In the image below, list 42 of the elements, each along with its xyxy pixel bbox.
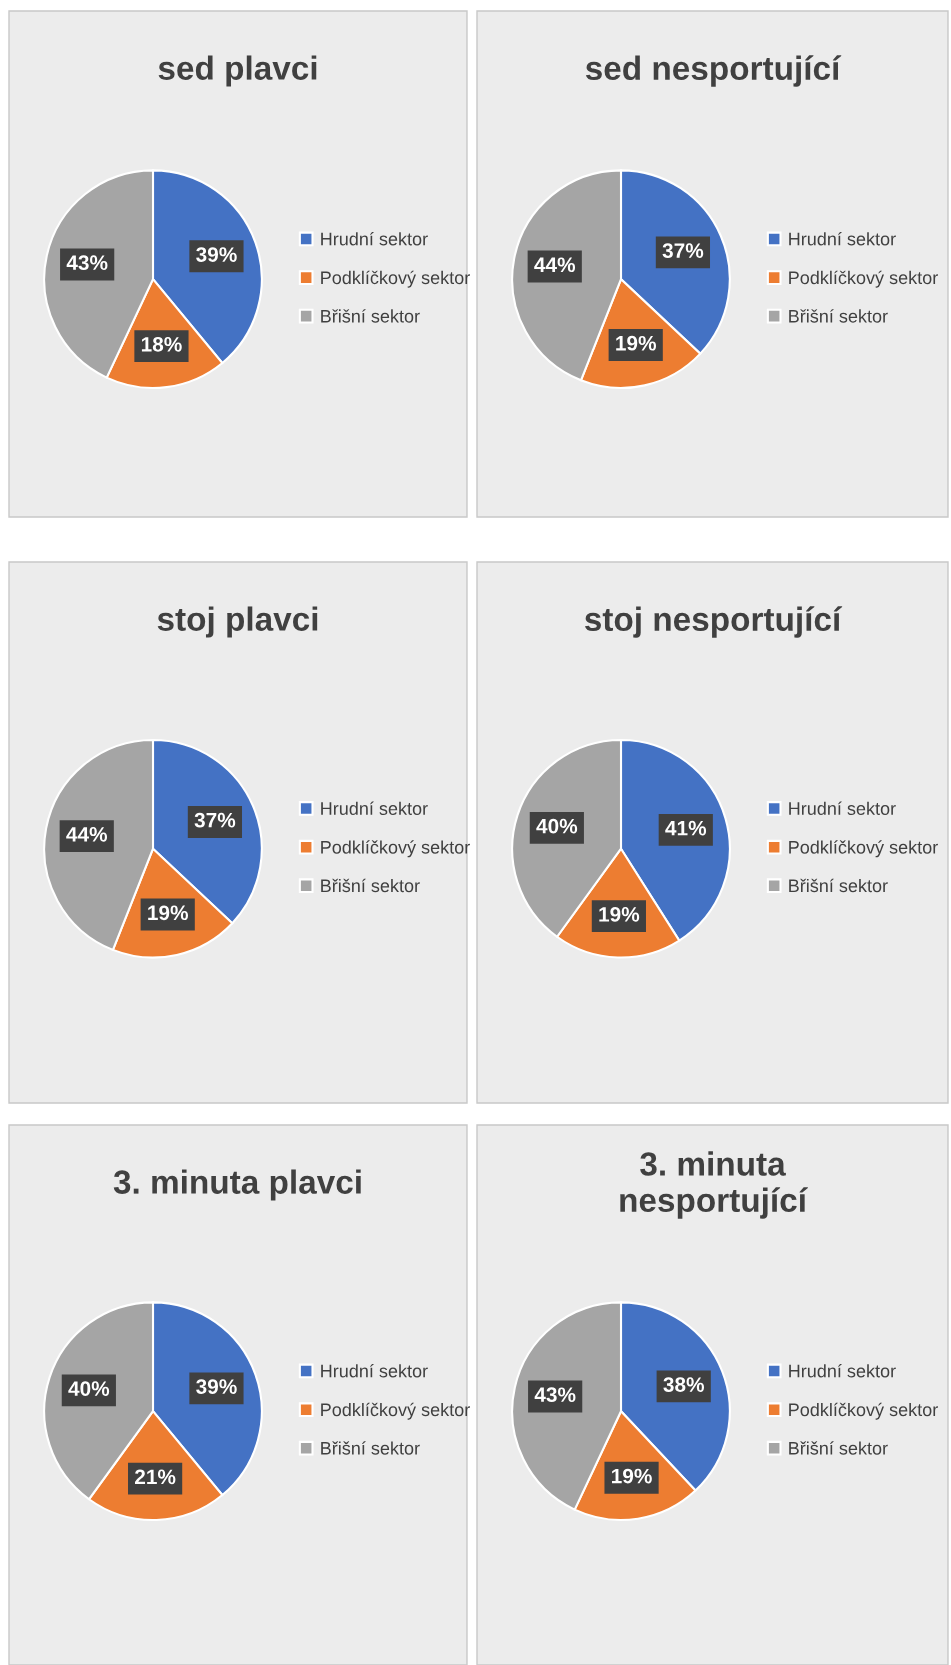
data-label: 39%: [196, 1379, 237, 1394]
legend-label: Hrudní sektor: [321, 231, 428, 246]
legend-label: Hrudní sektor: [321, 801, 428, 815]
chart-title: stoj nesportující: [584, 606, 843, 638]
data-label: 40%: [68, 1381, 110, 1396]
data-label: 40%: [536, 818, 578, 834]
chart-title: sed nesportující: [585, 55, 842, 87]
legend-label: Hrudní sektor: [789, 1363, 896, 1378]
legend-label: Břišní sektor: [789, 878, 888, 893]
data-label: 39%: [196, 247, 237, 262]
legend-label: Břišní sektor: [789, 1441, 888, 1455]
data-label: 19%: [612, 1468, 652, 1484]
legend-label: Podklíčkový sektor: [789, 270, 938, 288]
legend-label: Podklíčkový sektor: [321, 840, 470, 858]
data-label: 21%: [134, 1469, 176, 1485]
data-label: 37%: [194, 812, 236, 828]
data-label: 43%: [534, 1387, 576, 1403]
legend-label: Hrudní sektor: [321, 1363, 428, 1378]
legend-label: Podklíčkový sektor: [789, 1402, 938, 1420]
legend-label: Podklíčkový sektor: [321, 270, 470, 288]
legend-label: Břišní sektor: [321, 1441, 420, 1455]
data-label: 38%: [663, 1377, 705, 1392]
chart-title: 3. minuta plavci: [113, 1169, 361, 1201]
legend-label: Hrudní sektor: [789, 231, 896, 246]
data-label: 44%: [534, 257, 576, 273]
data-label: 18%: [141, 336, 182, 352]
data-label: 44%: [66, 826, 108, 842]
data-label: 37%: [662, 243, 704, 259]
chart-title: stoj plavci: [157, 606, 318, 638]
chart-title: 3. minuta nesportující: [620, 1151, 808, 1219]
legend-label: Hrudní sektor: [789, 801, 896, 815]
data-label: 19%: [148, 905, 189, 921]
chart-title: sed plavci: [158, 55, 317, 87]
legend-label: Podklíčkový sektor: [789, 840, 938, 858]
data-label: 19%: [599, 906, 640, 922]
data-label: 19%: [616, 335, 657, 351]
legend-label: Břišní sektor: [789, 309, 888, 323]
legend-label: Břišní sektor: [321, 309, 420, 323]
legend-label: Podklíčkový sektor: [321, 1402, 470, 1420]
legend-label: Břišní sektor: [321, 878, 420, 893]
data-label: 43%: [66, 255, 108, 271]
data-label: 41%: [665, 820, 707, 836]
